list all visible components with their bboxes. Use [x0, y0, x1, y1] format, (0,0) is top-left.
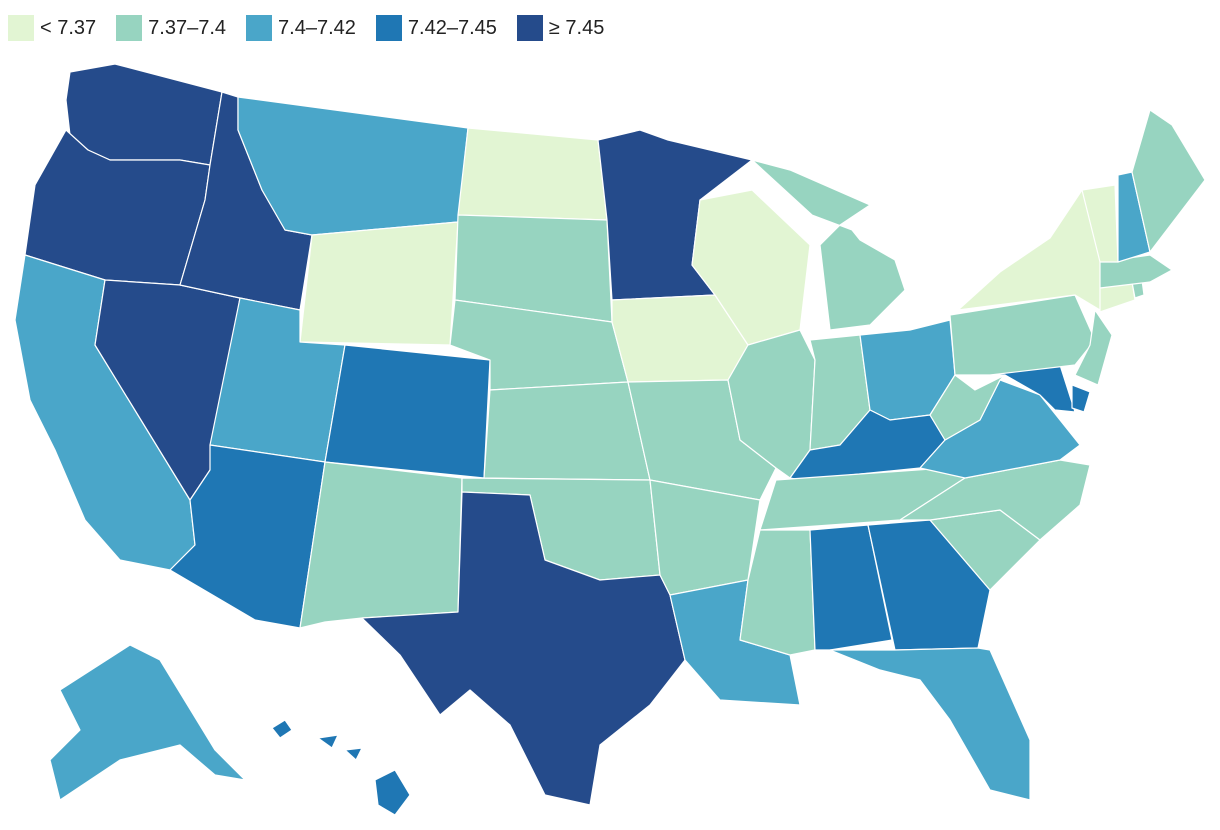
state-WV[interactable]	[929, 374, 1006, 441]
legend-item: ≥ 7.45	[516, 15, 605, 41]
legend-item: 7.42–7.45	[375, 15, 497, 41]
state-NJ[interactable]	[1074, 309, 1113, 386]
legend-item: 7.4–7.42	[246, 15, 356, 41]
state-NM[interactable]	[299, 461, 463, 629]
legend-swatch	[8, 15, 34, 41]
legend-label: ≥ 7.45	[548, 16, 605, 39]
legend-label: 7.37–7.4	[148, 16, 227, 39]
state-FL[interactable]	[829, 647, 1031, 801]
state-KS[interactable]	[483, 381, 651, 481]
legend-item: 7.37–7.4	[116, 15, 226, 41]
state-GA[interactable]	[867, 519, 991, 651]
state-WY[interactable]	[299, 221, 459, 346]
state-AR[interactable]	[649, 479, 761, 596]
state-TX[interactable]	[361, 491, 686, 806]
legend-label: < 7.37	[40, 16, 97, 39]
legend-swatch	[516, 15, 543, 41]
state-AL[interactable]	[809, 524, 893, 651]
legend-item: < 7.37	[8, 15, 96, 41]
legend-swatch	[246, 15, 273, 41]
state-MA[interactable]	[1099, 254, 1173, 289]
state-CO[interactable]	[324, 344, 491, 479]
state-WA[interactable]	[65, 63, 223, 166]
state-AK[interactable]	[49, 644, 246, 801]
state-ME[interactable]	[1131, 109, 1206, 253]
legend-swatch	[116, 15, 143, 41]
legend-swatch	[375, 15, 402, 41]
state-ND[interactable]	[457, 127, 608, 221]
state-HI[interactable]	[271, 719, 411, 816]
legend-label: 7.42–7.45	[407, 16, 497, 39]
state-DE[interactable]	[1071, 384, 1091, 413]
legend-label: 7.4–7.42	[278, 16, 356, 39]
legend: < 7.37 7.37–7.4 7.4–7.42 7.42–7.45 ≥ 7.4…	[8, 14, 624, 42]
state-MI[interactable]	[751, 159, 906, 331]
